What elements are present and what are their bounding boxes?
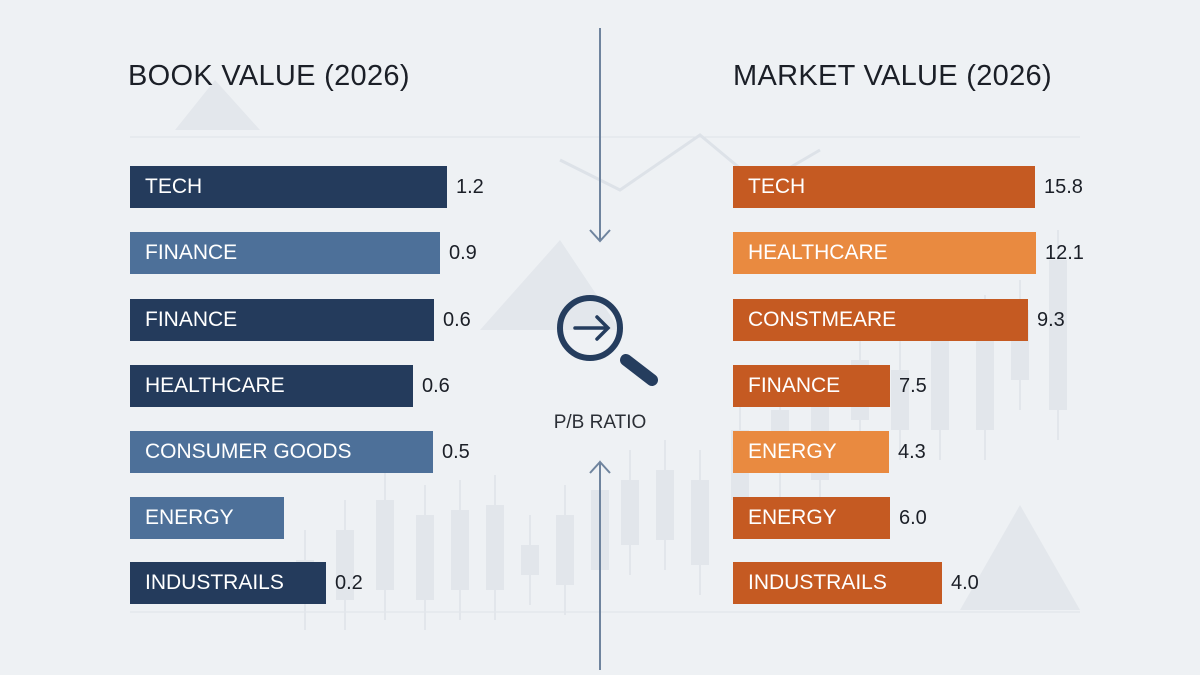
- candle-wick: [939, 310, 941, 460]
- candle-wick: [664, 440, 666, 570]
- candle-wick: [899, 340, 901, 460]
- market-bar: HEALTHCARE: [733, 232, 1036, 274]
- book-bar: HEALTHCARE: [130, 365, 413, 407]
- bar-value: 0.2: [335, 572, 363, 594]
- market-bar: ENERGY: [733, 497, 890, 539]
- bar-value: 0.5: [442, 441, 470, 463]
- bar-label: HEALTHCARE: [145, 374, 285, 397]
- book-bar: FINANCE: [130, 299, 434, 341]
- arrow-up-icon: [589, 460, 611, 670]
- bar-label: CONSUMER GOODS: [145, 440, 352, 463]
- book-bar: TECH: [130, 166, 447, 208]
- market-value-title: MARKET VALUE (2026): [733, 60, 1052, 92]
- book-bar: INDUSTRAILS: [130, 562, 326, 604]
- candle-wick: [494, 475, 496, 620]
- candle-wick: [424, 485, 426, 630]
- bar-label: FINANCE: [145, 241, 238, 264]
- bar-label: INDUSTRAILS: [748, 571, 887, 594]
- candle-wick: [1019, 280, 1021, 410]
- book-bar: ENERGY: [130, 497, 284, 539]
- pb-ratio-label: P/B RATIO: [553, 412, 647, 433]
- bar-value: 15.8: [1044, 176, 1083, 198]
- bar-value: 6.0: [899, 507, 927, 529]
- book-value-title: BOOK VALUE (2026): [128, 60, 410, 92]
- candle-wick: [344, 500, 346, 630]
- bar-value: 4.3: [898, 441, 926, 463]
- bar-value: 7.5: [899, 375, 927, 397]
- bar-label: FINANCE: [748, 374, 841, 397]
- candle-wick: [1057, 230, 1059, 440]
- market-bar: ENERGY: [733, 431, 889, 473]
- market-bar: FINANCE: [733, 365, 890, 407]
- bar-value: 4.0: [951, 572, 979, 594]
- bar-value: 0.6: [422, 375, 450, 397]
- bar-value: 9.3: [1037, 309, 1065, 331]
- magnifier-arrow-icon: [557, 295, 658, 386]
- bar-label: FINANCE: [145, 308, 238, 331]
- bar-label: HEALTHCARE: [748, 241, 888, 264]
- bar-label: ENERGY: [145, 506, 234, 529]
- market-bar: CONSTMEARE: [733, 299, 1028, 341]
- candle-wick: [459, 480, 461, 620]
- candle-wick: [529, 515, 531, 605]
- candle-wick: [699, 450, 701, 595]
- market-bar: TECH: [733, 166, 1035, 208]
- bar-label: INDUSTRAILS: [145, 571, 284, 594]
- book-bar: CONSUMER GOODS: [130, 431, 433, 473]
- candle-wick: [984, 295, 986, 460]
- bar-label: ENERGY: [748, 440, 837, 463]
- bar-value: 0.6: [443, 309, 471, 331]
- book-bar: FINANCE: [130, 232, 440, 274]
- market-bar: INDUSTRAILS: [733, 562, 942, 604]
- bar-label: CONSTMEARE: [748, 308, 897, 331]
- bar-value: 12.1: [1045, 242, 1084, 264]
- bar-value: 1.2: [456, 176, 484, 198]
- candle-wick: [629, 450, 631, 575]
- candle-wick: [384, 470, 386, 620]
- bar-label: ENERGY: [748, 506, 837, 529]
- arrow-down-icon: [589, 28, 611, 243]
- bar-label: TECH: [145, 175, 203, 198]
- bar-value: 0.9: [449, 242, 477, 264]
- bar-label: TECH: [748, 175, 806, 198]
- candle-wick: [564, 485, 566, 615]
